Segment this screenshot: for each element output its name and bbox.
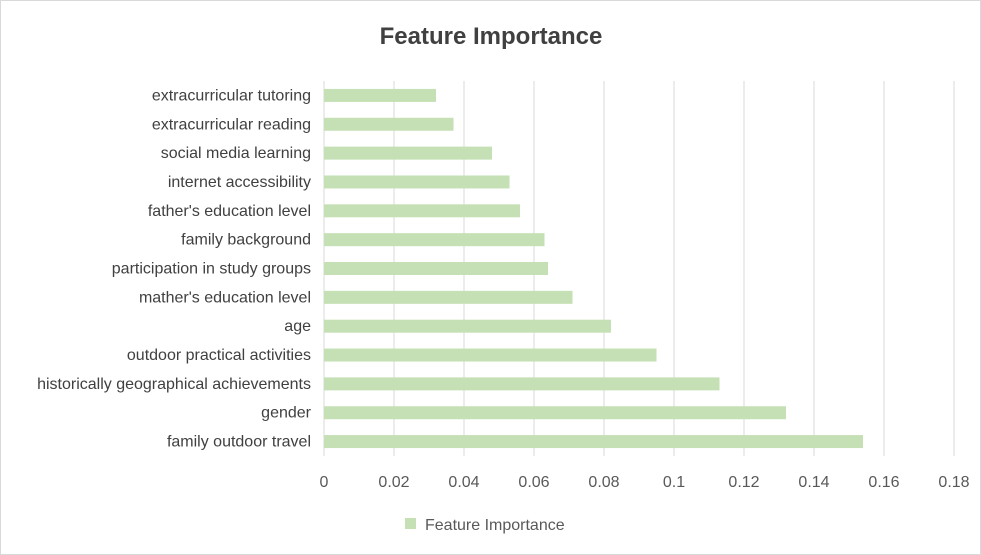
- bar: [324, 319, 611, 333]
- x-tick-label: 0.14: [798, 474, 829, 491]
- bar: [324, 377, 720, 391]
- legend-label: Feature Importance: [425, 517, 565, 534]
- category-label: mather's education level: [139, 289, 311, 306]
- bar: [324, 117, 454, 131]
- bar: [324, 262, 548, 275]
- category-label: family background: [181, 232, 311, 249]
- x-tick-label: 0.02: [378, 474, 409, 491]
- category-label: participation in study groups: [112, 261, 311, 278]
- x-tick-label: 0.04: [448, 474, 479, 491]
- category-label: historically geographical achievements: [37, 376, 311, 393]
- legend-swatch: [405, 518, 416, 529]
- bar: [324, 290, 573, 304]
- bar: [324, 233, 545, 247]
- bar: [324, 204, 520, 218]
- chart-title: Feature Importance: [380, 23, 603, 50]
- x-tick-label: 0.08: [588, 474, 619, 491]
- x-tick-label: 0.1: [663, 474, 685, 491]
- category-label: family outdoor travel: [167, 434, 311, 451]
- x-tick-label: 0.06: [518, 474, 549, 491]
- category-label: gender: [261, 405, 311, 422]
- category-label: social media learning: [161, 145, 311, 162]
- x-tick-label: 0.18: [938, 474, 969, 491]
- bar: [324, 146, 492, 160]
- bar: [324, 88, 436, 102]
- category-label: internet accessibility: [168, 174, 311, 191]
- legend: Feature Importance: [405, 517, 565, 534]
- category-label: age: [284, 318, 311, 335]
- category-label: outdoor practical activities: [127, 347, 311, 364]
- gridlines: [323, 81, 955, 456]
- x-axis-tick-labels: 0 0.02 0.04 0.06 0.08 0.1 0.12 0.14 0.16 0.18: [320, 474, 970, 491]
- bar: [324, 435, 863, 449]
- x-tick-label: 0: [320, 474, 329, 491]
- category-labels: family outdoor travel gender historically …: [37, 87, 312, 450]
- bar: [324, 175, 510, 189]
- bars: [324, 88, 863, 449]
- category-label: extracurricular reading: [152, 116, 311, 133]
- x-tick-label: 0.12: [728, 474, 759, 491]
- bar: [324, 348, 657, 362]
- x-tick-label: 0.16: [868, 474, 899, 491]
- category-label: extracurricular tutoring: [152, 87, 311, 104]
- bar: [324, 406, 786, 420]
- category-label: father's education level: [148, 203, 311, 220]
